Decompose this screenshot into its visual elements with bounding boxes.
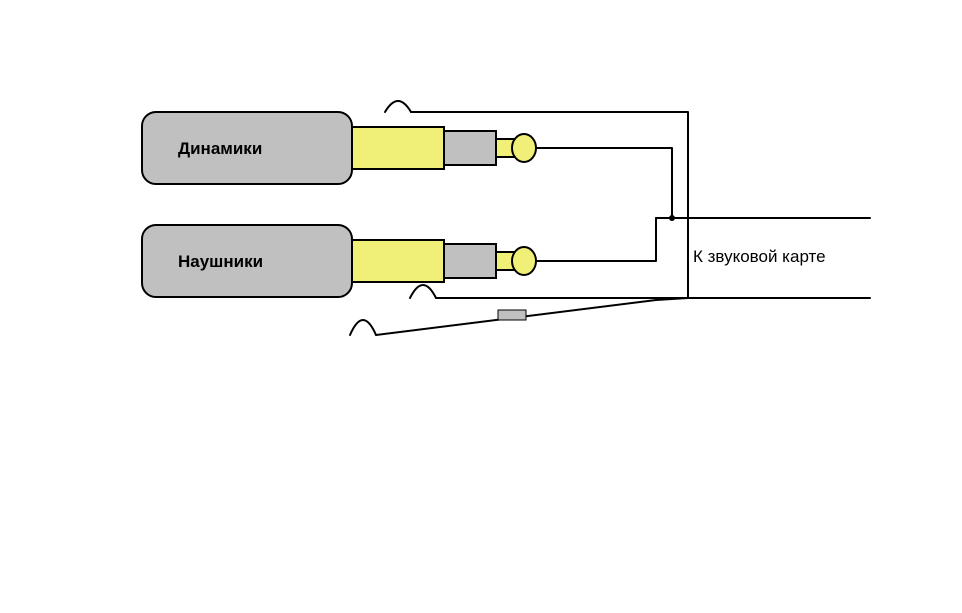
jack-label-speakers: Динамики xyxy=(178,139,262,158)
jack-sleeve-headphones xyxy=(352,240,444,282)
switch-contact-pad xyxy=(498,310,526,320)
jack-label-headphones: Наушники xyxy=(178,252,263,271)
output-label: К звуковой карте xyxy=(693,247,826,266)
diagram-background xyxy=(0,0,962,613)
jack-sleeve-speakers xyxy=(352,127,444,169)
jack-ring-speakers xyxy=(444,131,496,165)
jack-ring-headphones xyxy=(444,244,496,278)
jack-tip-speakers xyxy=(512,134,536,162)
wiring-diagram: Динамики Наушники К звуковой карте xyxy=(0,0,962,613)
jack-tip-headphones xyxy=(512,247,536,275)
